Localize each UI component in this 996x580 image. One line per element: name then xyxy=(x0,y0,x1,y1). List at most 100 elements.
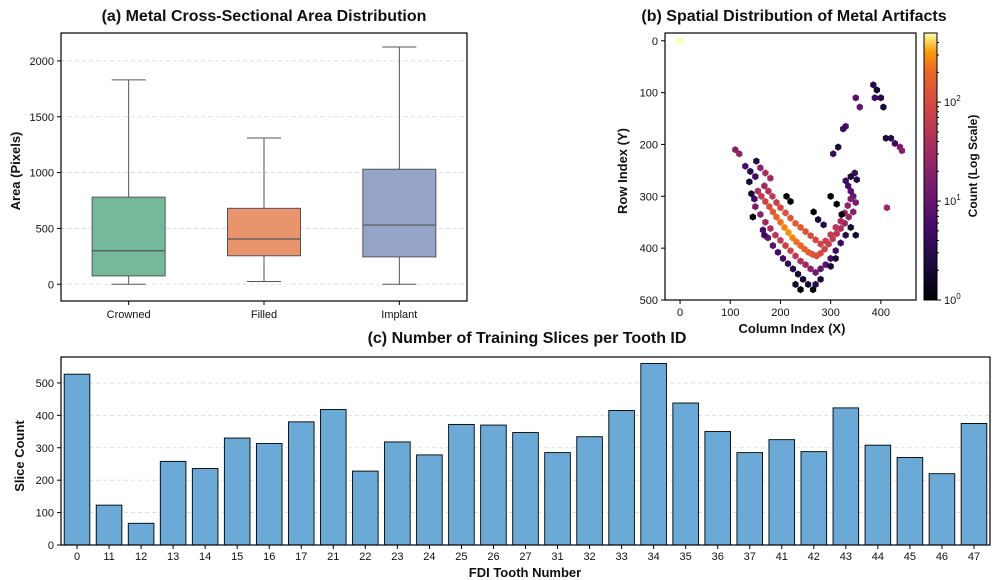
bar-44 xyxy=(864,444,892,546)
bar-32 xyxy=(576,436,603,546)
hex-cell xyxy=(845,182,852,190)
colorbar-tick-label: 100 xyxy=(944,292,961,307)
hex-cell xyxy=(777,204,784,212)
hex-cell xyxy=(847,223,854,231)
hexbin-ticks: 0 100 200 300 400 0 100 200 300 400 500 xyxy=(640,36,890,319)
x-tick-label: 16 xyxy=(263,551,275,563)
hex-cell xyxy=(762,169,769,177)
y-tick-label: 0 xyxy=(652,36,658,48)
bar-31 xyxy=(544,452,571,546)
hex-cell xyxy=(799,275,807,283)
hex-cell xyxy=(807,265,814,273)
hex-cell xyxy=(736,150,743,158)
hex-cell xyxy=(817,249,824,257)
hex-cell xyxy=(785,229,792,237)
hex-cell xyxy=(792,219,799,227)
colorbar-ticks: 100 101 102 xyxy=(937,42,961,307)
hex-cell xyxy=(830,150,837,158)
y-tick-label: 300 xyxy=(36,443,54,455)
hex-cell xyxy=(837,239,844,247)
hexbin-frame xyxy=(664,32,917,301)
hex-cell xyxy=(847,173,854,181)
x-tick-label: Filled xyxy=(251,309,277,321)
hex-cell xyxy=(821,245,828,253)
bar-11 xyxy=(95,504,123,546)
x-tick-label: 400 xyxy=(872,307,890,319)
x-tick-label: 100 xyxy=(721,307,739,319)
hex-cell xyxy=(751,195,758,203)
hex-cell xyxy=(817,275,824,283)
x-tick-label: 41 xyxy=(776,551,788,563)
colorbar-tick-label: 101 xyxy=(944,193,961,208)
box-plot-y-label: Area (Pixels) xyxy=(8,132,23,211)
hex-cell xyxy=(887,134,894,142)
x-tick-label: 33 xyxy=(615,551,627,563)
hex-cell xyxy=(835,143,842,151)
hex-cell xyxy=(761,231,768,239)
bar-37 xyxy=(736,452,764,546)
hex-cell xyxy=(856,103,863,111)
bar-24 xyxy=(416,454,443,546)
bar-17 xyxy=(287,421,315,546)
bar-47 xyxy=(960,422,988,546)
bar-chart-ticks: 0 100 200 300 400 500 0 11 12 13 14 15 16 17 21 22 23 24 2… xyxy=(36,378,980,563)
x-tick-label: 42 xyxy=(808,551,820,563)
hex-cell xyxy=(852,231,859,239)
hex-cell xyxy=(766,203,773,211)
y-tick-label: 500 xyxy=(640,295,658,307)
hex-cell xyxy=(832,223,839,231)
bar-chart-x-label: FDI Tooth Number xyxy=(469,565,581,580)
y-tick-label: 1500 xyxy=(30,112,54,124)
hex-cell xyxy=(757,164,764,172)
hex-cell xyxy=(802,261,809,269)
x-tick-label: 13 xyxy=(167,551,179,563)
y-tick-label: 400 xyxy=(640,243,658,255)
box-filled xyxy=(227,137,301,282)
colorbar-tick-label: 102 xyxy=(944,94,961,109)
y-tick-label: 200 xyxy=(36,475,54,487)
hex-cell xyxy=(773,198,780,207)
hex-cell xyxy=(787,197,794,206)
x-tick-label: 17 xyxy=(295,551,307,563)
bar-0 xyxy=(63,373,91,546)
x-tick-label: 11 xyxy=(103,551,114,563)
box-plot-panel: (a) Metal Cross-Sectional Area Distribut… xyxy=(8,8,468,321)
hex-cell xyxy=(767,174,774,182)
hex-cell xyxy=(832,247,839,255)
hex-cell xyxy=(769,192,776,200)
x-tick-label: 45 xyxy=(904,551,916,563)
x-tick-label: 43 xyxy=(840,551,852,563)
hex-cell xyxy=(746,178,753,186)
hex-cell xyxy=(837,217,844,225)
hex-cell xyxy=(742,162,749,170)
hex-cell xyxy=(810,208,817,216)
y-tick-label: 100 xyxy=(36,508,54,520)
hex-cell xyxy=(774,248,782,256)
hex-cell xyxy=(805,280,812,288)
hex-cell xyxy=(880,103,887,111)
x-tick-label: 26 xyxy=(487,551,499,563)
hex-cell xyxy=(847,187,854,195)
hex-cell xyxy=(758,192,765,200)
y-tick-label: 200 xyxy=(640,139,658,151)
hex-cell xyxy=(787,247,794,255)
hex-cell xyxy=(792,252,799,260)
hex-cell xyxy=(754,187,761,195)
bar-27 xyxy=(512,432,539,546)
hex-cell xyxy=(792,280,799,288)
y-tick-label: 500 xyxy=(36,378,54,390)
bar-chart-frame xyxy=(60,356,991,546)
x-tick-label: 300 xyxy=(821,307,839,319)
bar-26 xyxy=(480,424,507,546)
hex-cell xyxy=(772,231,779,239)
hex-cell xyxy=(842,177,849,185)
hex-cell xyxy=(882,134,889,142)
hex-cell xyxy=(784,260,792,268)
x-tick-label: 34 xyxy=(648,551,660,563)
x-tick-label: 15 xyxy=(231,551,243,563)
hex-cell xyxy=(845,213,852,221)
x-tick-label: 36 xyxy=(712,551,724,563)
hex-cell xyxy=(871,94,878,102)
x-tick-label: 32 xyxy=(583,551,595,563)
